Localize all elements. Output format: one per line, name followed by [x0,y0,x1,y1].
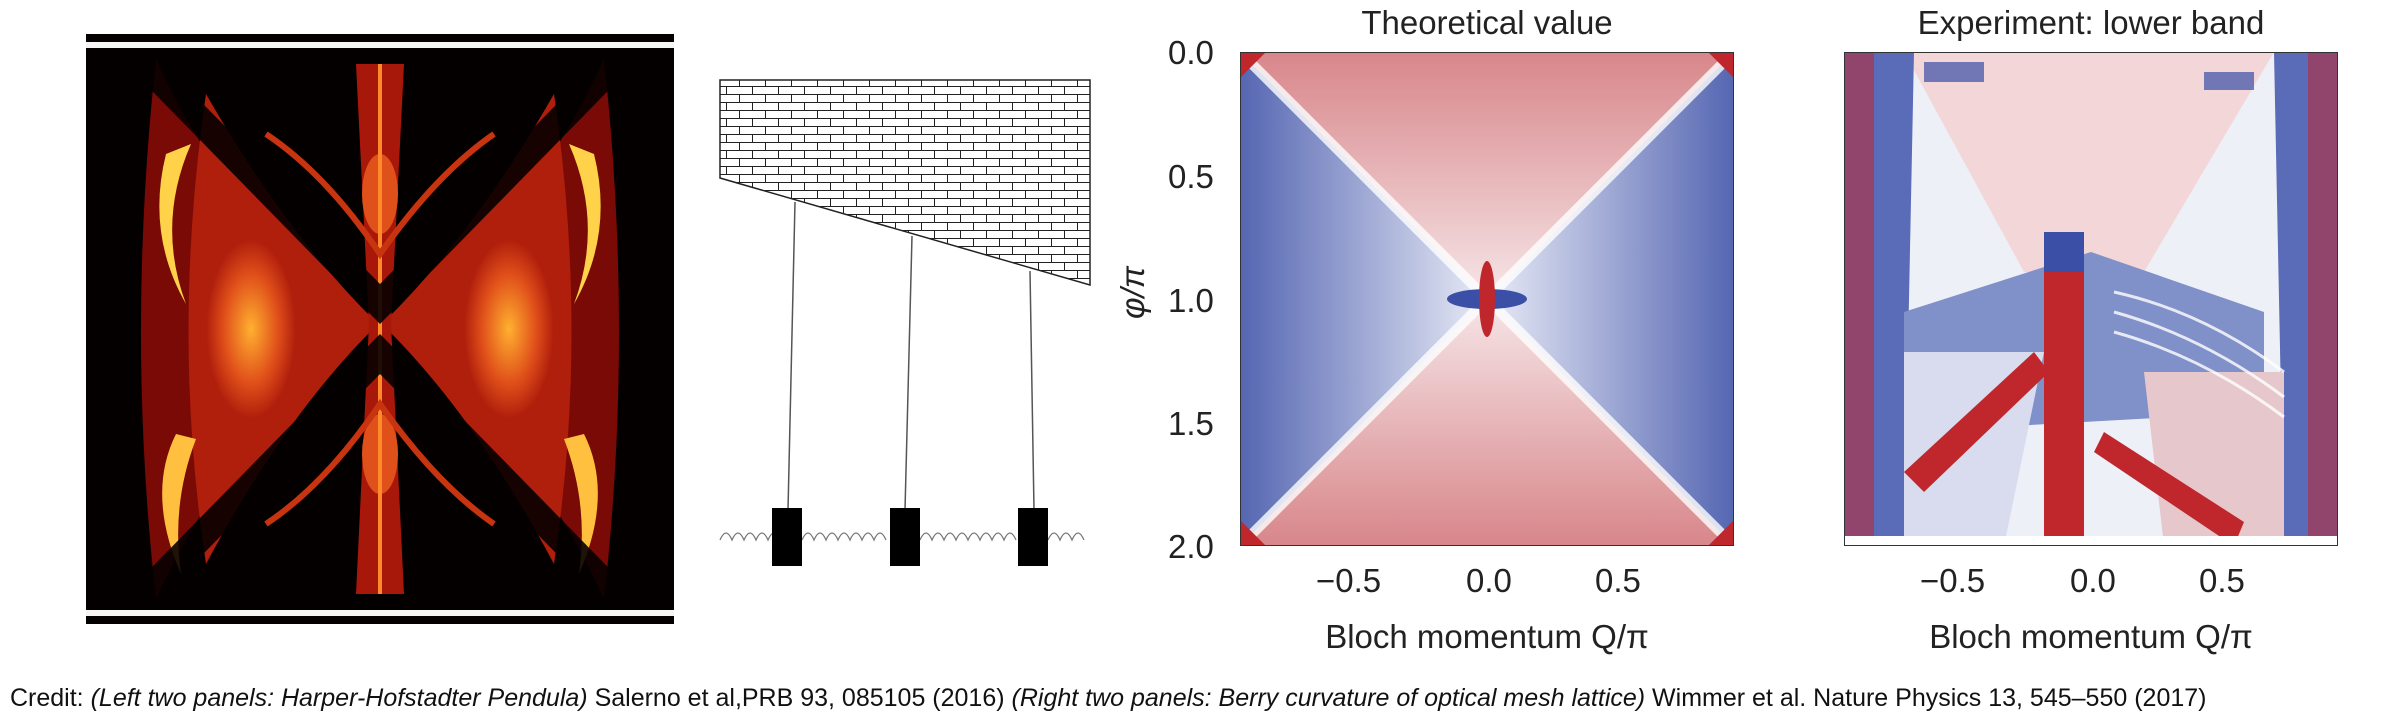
credit-left-ref: Salerno et al,PRB 93, 085105 (2016) [587,684,1012,712]
theory-xlabel: Bloch momentum Q/π [1325,618,1649,655]
theory-heatmap [1240,52,1734,546]
theory-ylabel: φ/π [1114,266,1151,319]
pendulum-mass-2 [890,508,920,566]
spring-left [719,532,781,542]
butterfly-heatmap [86,34,674,624]
experiment-xlabel: Bloch momentum Q/π [1929,618,2253,655]
hofstadter-butterfly-panel [86,34,674,624]
pendula-diagram-panel [700,70,1100,590]
theory-frame [1240,52,1734,546]
pendulum-mass-3 [1018,508,1048,566]
spring-2-3 [919,532,1017,542]
experiment-title: Experiment: lower band [1917,4,2265,41]
experiment-xtick-2: 0.5 [2199,562,2245,599]
credit-left-italic: (Left two panels: Harper-Hofstadter Pend… [90,684,588,712]
credit-right-italic: (Right two panels: Berry curvature of op… [1011,684,1646,712]
theory-ytick-1: 0.5 [1168,158,1214,195]
credit-line: Credit: (Left two panels: Harper-Hofstad… [10,684,2206,713]
pendulum-string-2 [904,235,913,511]
spring-1-2 [801,532,887,542]
theory-xtick-0: −0.5 [1316,562,1382,599]
credit-prefix: Credit: [10,684,91,712]
butterfly-wings [116,54,644,604]
credit-right-ref: Wimmer et al. Nature Physics 13, 545–550… [1645,684,2207,712]
theory-ytick-0: 0.0 [1168,34,1214,71]
pendulum-mass-1 [772,508,802,566]
pendula-diagram [719,79,1091,566]
theory-xtick-1: 0.0 [1466,562,1512,599]
theory-ytick-4: 2.0 [1168,528,1214,565]
experiment-xtick-0: −0.5 [1920,562,1986,599]
pendulum-string-1 [787,201,796,511]
theory-ytick-2: 1.0 [1168,282,1214,319]
theory-title: Theoretical value [1361,4,1613,41]
theory-xtick-2: 0.5 [1595,562,1641,599]
experiment-heatmap [1844,52,2338,546]
brick-ceiling [719,79,1091,286]
experiment-xtick-1: 0.0 [2070,562,2116,599]
experiment-frame [1844,52,2338,546]
pendulum-string-3 [1029,270,1035,511]
theory-ytick-3: 1.5 [1168,405,1214,442]
spring-right [1047,532,1085,542]
